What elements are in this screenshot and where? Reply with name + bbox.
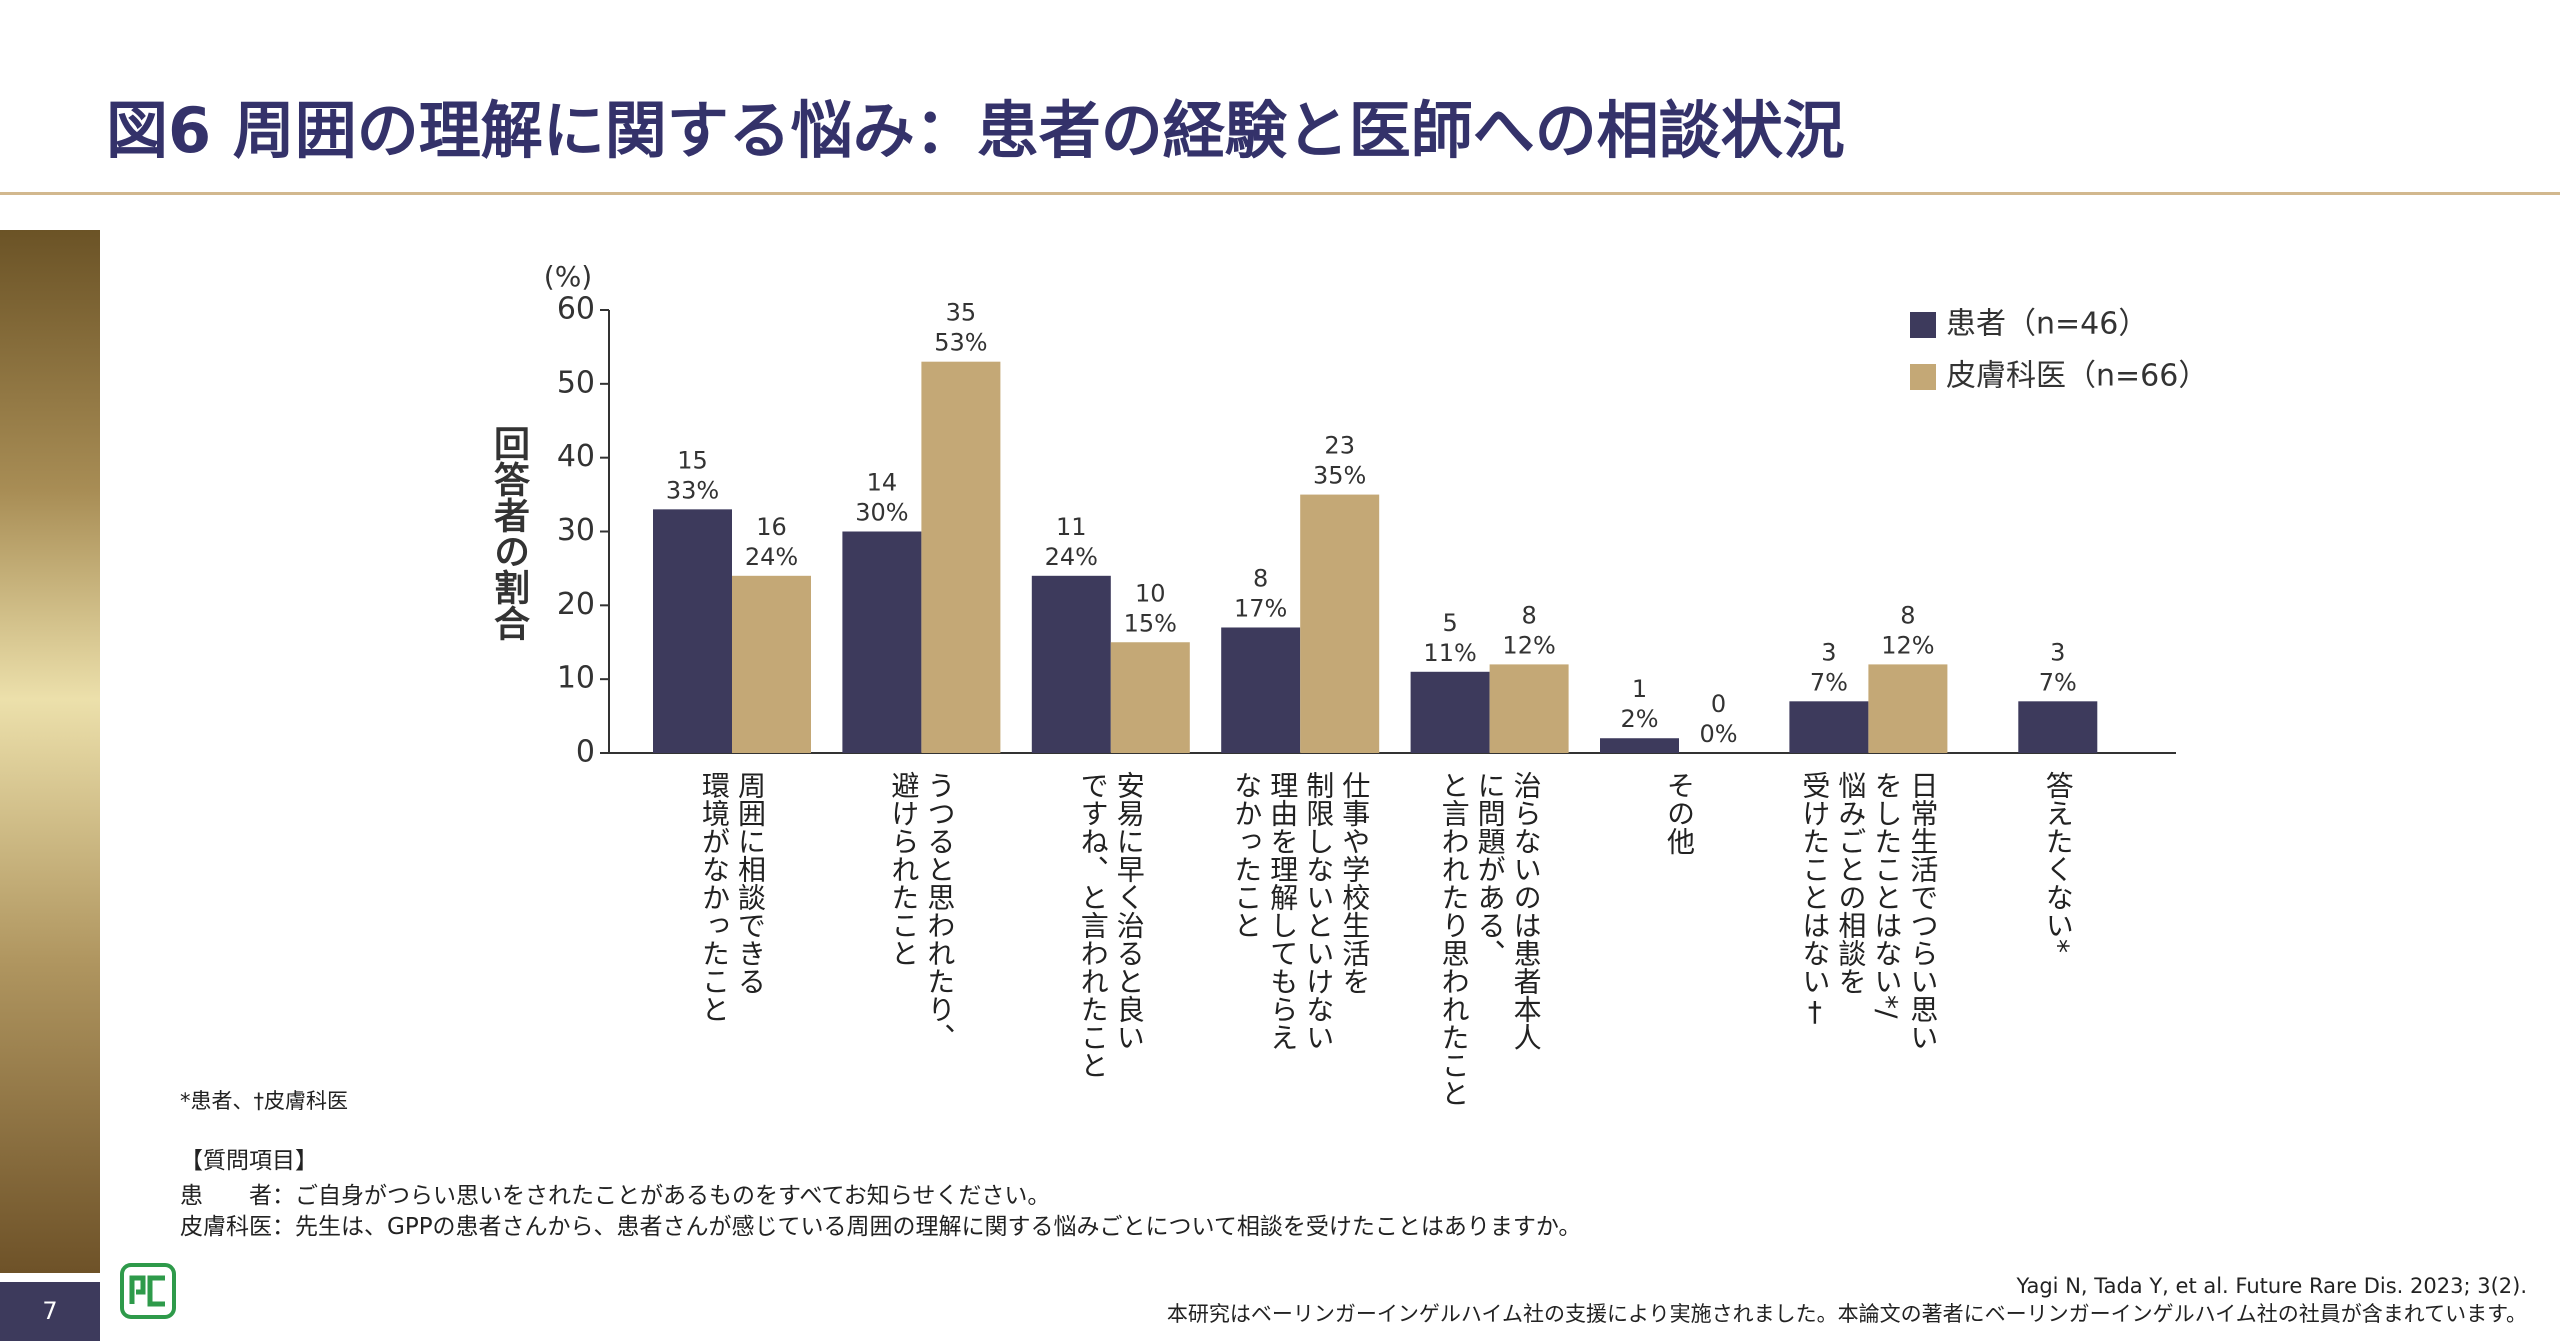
bar-label: 11% bbox=[1423, 639, 1476, 667]
citation: 本研究はベーリンガーインゲルハイム社の支援により実施されました。本論文の著者にベ… bbox=[1166, 1302, 2527, 1326]
question-text: ：ご自身がつらい思いをされたことがあるものをすべてお知らせください。 bbox=[272, 1183, 1051, 1209]
legend-label: 皮膚科医（n=66） bbox=[1946, 359, 2208, 394]
x-tick-label: その他 bbox=[1663, 771, 1696, 855]
count-label: 16 bbox=[756, 513, 787, 541]
bar-label: 7% bbox=[2039, 668, 2077, 696]
bar-label: 17% bbox=[1234, 594, 1287, 622]
legend-swatch bbox=[1910, 312, 1936, 338]
count-label: 10 bbox=[1135, 579, 1166, 607]
count-label: 3 bbox=[2050, 638, 2065, 666]
bar-label: 33% bbox=[666, 476, 719, 504]
bar-label: 12% bbox=[1881, 631, 1934, 659]
count-label: 11 bbox=[1056, 513, 1087, 541]
bar bbox=[842, 531, 922, 753]
bar bbox=[1789, 701, 1869, 753]
question-label: 皮膚科医 bbox=[180, 1214, 272, 1240]
bar-label: 24% bbox=[745, 543, 798, 571]
bar-label: 0% bbox=[1699, 720, 1737, 748]
page-number: 7 bbox=[0, 1282, 100, 1341]
count-label: 1 bbox=[1632, 675, 1647, 703]
bar bbox=[1300, 494, 1380, 753]
bar-label: 53% bbox=[934, 329, 987, 357]
bar bbox=[921, 361, 1001, 753]
count-label: 14 bbox=[867, 469, 898, 497]
bar bbox=[1600, 738, 1679, 753]
legend-swatch bbox=[1910, 364, 1936, 390]
y-tick-label: 0 bbox=[576, 735, 595, 770]
x-tick-label: うつると思われたり、 避けられたこと bbox=[887, 771, 957, 1051]
question-text: ：先生は、GPPの患者さんから、患者さんが感じている周囲の理解に関する悩みごとに… bbox=[272, 1214, 1582, 1240]
y-tick-label: 40 bbox=[557, 439, 595, 474]
bar-label: 7% bbox=[1810, 668, 1848, 696]
bar bbox=[1221, 627, 1301, 753]
bar bbox=[1410, 671, 1490, 753]
count-label: 5 bbox=[1442, 609, 1457, 637]
bar-label: 2% bbox=[1620, 705, 1658, 733]
y-tick-label: 10 bbox=[557, 661, 595, 696]
count-label: 35 bbox=[946, 299, 977, 327]
x-tick-label: 日常生活でつらい思い をしたことはない*/ 悩みごとの相談を 受けたことはない† bbox=[1798, 771, 1940, 1051]
y-unit: (%) bbox=[544, 260, 592, 293]
bar bbox=[1868, 664, 1948, 753]
bar-label: 35% bbox=[1313, 462, 1366, 490]
y-tick-label: 50 bbox=[557, 365, 595, 400]
bar-label: 30% bbox=[855, 499, 908, 527]
count-label: 8 bbox=[1900, 601, 1915, 629]
y-tick-label: 30 bbox=[557, 513, 595, 548]
bar bbox=[732, 575, 811, 753]
legend-label: 患者（n=46） bbox=[1946, 307, 2148, 342]
count-label: 23 bbox=[1324, 432, 1355, 460]
count-label: 8 bbox=[1253, 564, 1268, 592]
x-tick-label: 治らないのは患者本人 に問題がある、 と言われたり思われたこと bbox=[1437, 771, 1543, 1107]
footnote: *患者、†皮膚科医 bbox=[180, 1089, 348, 1113]
x-tick-label: 安易に早く治ると良い ですね、と言われたこと bbox=[1076, 771, 1146, 1079]
x-tick-label: 周囲に相談できる 環境がなかったこと bbox=[698, 771, 767, 1023]
y-tick-label: 60 bbox=[557, 292, 595, 327]
question-row: 皮膚科医：先生は、GPPの患者さんから、患者さんが感じている周囲の理解に関する悩… bbox=[180, 1207, 1581, 1241]
bar-label: 12% bbox=[1502, 631, 1555, 659]
questions-heading: 【質問項目】 bbox=[180, 1148, 318, 1174]
logo bbox=[120, 1263, 176, 1319]
count-label: 0 bbox=[1711, 690, 1726, 718]
divider bbox=[0, 192, 2560, 195]
x-tick-label: 仕事や学校生活を 制限しないといけない 理由を理解してもらえ なかったこと bbox=[1230, 771, 1372, 1051]
bar bbox=[653, 509, 732, 753]
bar bbox=[1110, 642, 1190, 753]
count-label: 15 bbox=[677, 446, 708, 474]
bar-label: 24% bbox=[1045, 543, 1098, 571]
question-row: 患 者：ご自身がつらい思いをされたことがあるものをすべてお知らせください。 bbox=[180, 1176, 1050, 1210]
y-axis-label: 回答者の割合 bbox=[488, 425, 529, 641]
bar bbox=[1489, 664, 1569, 753]
bar-label: 15% bbox=[1124, 609, 1177, 637]
bar bbox=[2018, 701, 2098, 753]
bar bbox=[1031, 575, 1111, 753]
title: 図6 周囲の理解に関する悩み：患者の経験と医師への相談状況 bbox=[106, 94, 1845, 167]
y-tick-label: 20 bbox=[557, 587, 595, 622]
count-label: 8 bbox=[1521, 601, 1536, 629]
sidebar bbox=[0, 230, 100, 1273]
question-label: 患 者 bbox=[180, 1183, 272, 1209]
x-tick-label: 答えたくない* bbox=[2041, 771, 2075, 953]
count-label: 3 bbox=[1821, 638, 1836, 666]
citation: Yagi N, Tada Y, et al. Future Rare Dis. … bbox=[2016, 1274, 2527, 1298]
